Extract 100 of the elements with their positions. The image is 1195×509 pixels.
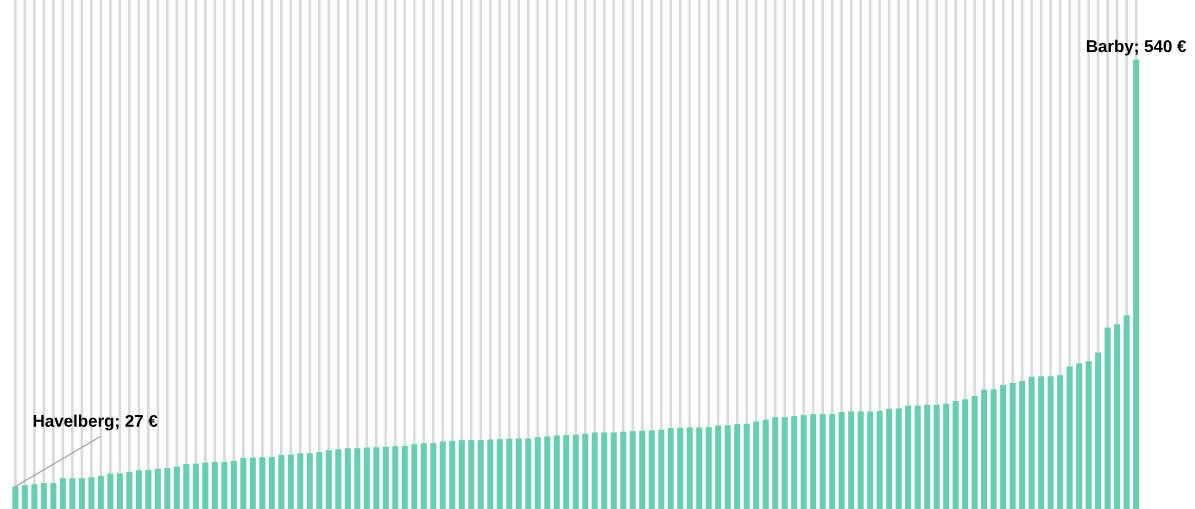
bar bbox=[838, 412, 845, 509]
bar bbox=[316, 452, 323, 509]
bar bbox=[240, 457, 247, 509]
bar bbox=[21, 485, 28, 509]
bar bbox=[800, 415, 807, 509]
data-label: Havelberg; 27 € bbox=[33, 414, 158, 431]
bar bbox=[31, 484, 38, 509]
bar bbox=[202, 462, 209, 509]
bar bbox=[781, 417, 788, 509]
bar bbox=[249, 457, 256, 509]
bar bbox=[192, 463, 199, 509]
bar bbox=[829, 414, 836, 509]
bar bbox=[487, 439, 494, 509]
bar bbox=[905, 405, 912, 509]
bar bbox=[819, 414, 826, 509]
bar bbox=[335, 449, 342, 509]
bar bbox=[506, 438, 513, 509]
bar bbox=[525, 438, 532, 509]
bar bbox=[943, 403, 950, 509]
bar bbox=[59, 478, 66, 509]
bar bbox=[411, 444, 418, 509]
bar bbox=[468, 440, 475, 509]
bar bbox=[278, 454, 285, 509]
bar bbox=[1114, 324, 1121, 509]
bar bbox=[515, 438, 522, 509]
bar bbox=[325, 450, 332, 509]
bar bbox=[1076, 363, 1083, 509]
bar bbox=[420, 443, 427, 509]
bar bbox=[449, 440, 456, 509]
bar bbox=[97, 475, 104, 509]
bar bbox=[1085, 361, 1092, 509]
bar bbox=[629, 431, 636, 509]
bar bbox=[876, 410, 883, 509]
bar bbox=[544, 436, 551, 509]
bar bbox=[667, 428, 674, 509]
bar bbox=[439, 441, 446, 509]
bar bbox=[762, 419, 769, 509]
bar bbox=[753, 421, 760, 509]
bar bbox=[610, 432, 617, 509]
bar bbox=[183, 463, 190, 509]
bar bbox=[344, 448, 351, 509]
bar bbox=[69, 478, 76, 509]
bar bbox=[952, 401, 959, 509]
bar bbox=[12, 486, 19, 509]
bar bbox=[734, 424, 741, 509]
bar bbox=[620, 431, 627, 509]
bar bbox=[553, 435, 560, 509]
bar bbox=[772, 417, 779, 509]
bar bbox=[914, 405, 921, 509]
bar bbox=[496, 439, 503, 509]
bar bbox=[1009, 382, 1016, 509]
bar bbox=[50, 482, 57, 509]
bar bbox=[582, 433, 589, 509]
bar bbox=[1028, 376, 1035, 509]
bar bbox=[1057, 375, 1064, 509]
bar bbox=[259, 457, 266, 509]
bar bbox=[686, 427, 693, 509]
bar bbox=[895, 408, 902, 509]
bar bbox=[135, 470, 142, 509]
bar bbox=[743, 423, 750, 509]
bar bbox=[981, 389, 988, 509]
bar bbox=[572, 434, 579, 509]
bar bbox=[696, 427, 703, 509]
bar bbox=[563, 435, 570, 509]
bar bbox=[268, 456, 275, 509]
bar bbox=[88, 477, 95, 509]
bar bbox=[354, 448, 361, 509]
bar bbox=[401, 445, 408, 509]
bar bbox=[392, 446, 399, 509]
bar bbox=[867, 411, 874, 509]
bar bbox=[990, 389, 997, 509]
bar bbox=[810, 414, 817, 509]
bar bbox=[705, 427, 712, 509]
bar bbox=[1066, 366, 1073, 509]
bar bbox=[297, 453, 304, 509]
bar bbox=[154, 468, 161, 509]
bar bbox=[107, 473, 114, 509]
bar bbox=[363, 447, 370, 509]
bar bbox=[791, 416, 798, 509]
bar bbox=[40, 482, 47, 509]
bar bbox=[477, 440, 484, 509]
bar bbox=[534, 437, 541, 509]
bar bbox=[1038, 376, 1045, 509]
bar bbox=[886, 408, 893, 509]
bar bbox=[971, 396, 978, 509]
bar bbox=[1095, 352, 1102, 509]
bar bbox=[373, 447, 380, 509]
bar bbox=[173, 466, 180, 509]
bar bbox=[591, 432, 598, 509]
bar bbox=[601, 432, 608, 509]
bar bbox=[1104, 327, 1111, 509]
bar bbox=[78, 478, 85, 509]
bar bbox=[1019, 380, 1026, 509]
bar bbox=[458, 440, 465, 509]
bar bbox=[1133, 59, 1140, 509]
bar bbox=[287, 454, 294, 509]
bar bbox=[145, 469, 152, 509]
bar bbox=[382, 446, 389, 509]
bar bbox=[116, 473, 123, 509]
bar bbox=[211, 461, 218, 509]
